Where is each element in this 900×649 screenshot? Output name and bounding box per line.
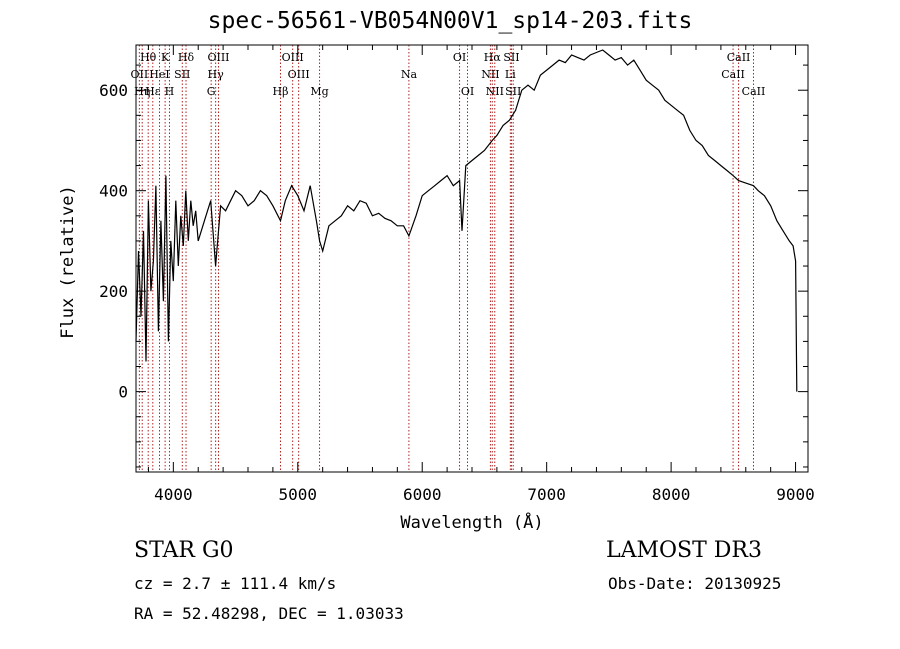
object-class: STAR G0: [134, 538, 234, 563]
plot-frame: [135, 44, 809, 473]
line-label: K: [161, 51, 170, 64]
line-label: NII: [481, 68, 499, 81]
x-tick-label: 8000: [652, 485, 691, 504]
line-label: Hε: [145, 85, 161, 98]
line-label: Mg: [310, 85, 328, 98]
line-label: H: [165, 85, 175, 98]
line-label: NII: [486, 85, 504, 98]
line-label: SII: [505, 85, 521, 98]
line-label: OI: [461, 85, 474, 98]
y-tick-label: 600: [99, 81, 128, 100]
x-tick-label: 4000: [154, 485, 193, 504]
line-label: Hδ: [178, 51, 195, 64]
x-tick-label: 7000: [527, 485, 566, 504]
x-tick-label: 6000: [403, 485, 442, 504]
line-label: SII: [503, 51, 519, 64]
line-label: OI: [453, 51, 466, 64]
spectral-line-markers: [138, 45, 754, 472]
line-label: OIII: [207, 51, 229, 64]
line-label: OIII: [288, 68, 310, 81]
flux-series: [135, 49, 798, 392]
x-tick-label: 9000: [776, 485, 815, 504]
line-label: HeI: [149, 68, 169, 81]
y-tick-label: 0: [118, 383, 128, 402]
x-axis-label: Wavelength (Å): [400, 511, 543, 533]
line-label: Hβ: [273, 85, 289, 98]
line-label: Na: [401, 68, 418, 81]
x-axis: 4000 5000 6000 7000 8000 9000: [147, 45, 815, 504]
line-label: CaII: [721, 68, 745, 81]
line-label: CaII: [742, 85, 766, 98]
y-axis-label: Flux (relative): [58, 185, 78, 339]
line-label: Hγ: [208, 68, 225, 81]
line-label: OIII: [282, 51, 304, 64]
redshift-readout: cz = 2.7 ± 111.4 km/s: [134, 574, 337, 593]
y-tick-label: 200: [99, 282, 128, 301]
coordinates-readout: RA = 52.48298, DEC = 1.03033: [134, 604, 404, 623]
line-label: CaII: [727, 51, 751, 64]
survey-name: LAMOST DR3: [606, 538, 762, 563]
line-label: Hα: [484, 51, 502, 64]
line-label: OII: [131, 68, 149, 81]
line-label: SII: [174, 68, 190, 81]
y-axis: 0 200 400 600: [99, 64, 808, 468]
y-tick-label: 400: [99, 182, 128, 201]
observation-date: Obs-Date: 20130925: [608, 574, 782, 593]
line-label: Hθ: [140, 51, 157, 64]
x-tick-label: 5000: [279, 485, 318, 504]
line-label: Li: [505, 68, 516, 81]
line-label: Hη: [134, 85, 150, 98]
chart-title: spec-56561-VB054N00V1_sp14-203.fits: [207, 8, 693, 34]
line-label: G: [207, 85, 216, 98]
flux-line: [135, 49, 798, 392]
